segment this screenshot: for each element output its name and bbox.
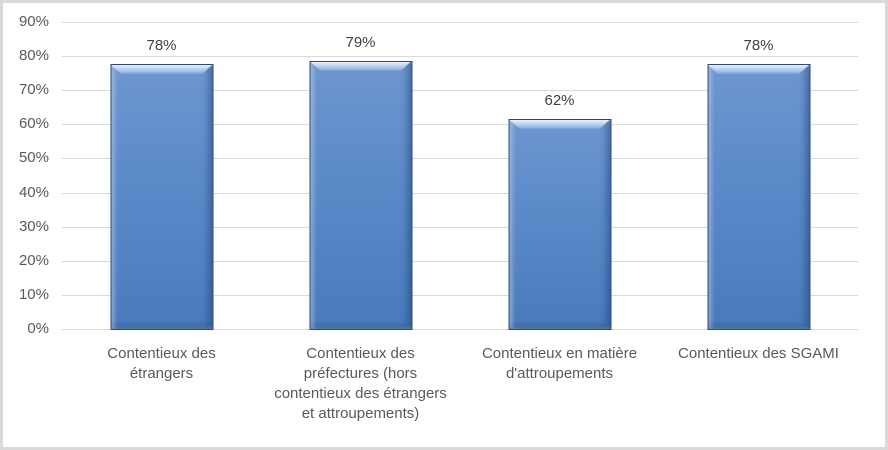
plot-area: 0% 10% 20% 30% 40% 50% 60% 70% 80% 90% 78% 79% 62% 7… bbox=[19, 14, 858, 337]
gridline bbox=[62, 56, 858, 58]
y-axis-tick-label: 80% bbox=[18, 47, 49, 65]
bar-value-label: 62% bbox=[544, 91, 575, 109]
y-axis-tick-label: 10% bbox=[18, 285, 49, 303]
bar bbox=[309, 60, 412, 330]
x-axis-category-label: Contentieux des préfectures (hors contenti… bbox=[274, 345, 447, 422]
bar bbox=[508, 118, 611, 330]
gridline bbox=[62, 294, 858, 296]
gridline bbox=[62, 329, 858, 330]
x-axis-category-label: Contentieux des étrangers bbox=[107, 345, 216, 382]
gridline bbox=[62, 90, 858, 92]
y-axis-tick-label: 90% bbox=[18, 13, 49, 30]
gridline bbox=[62, 158, 858, 160]
x-axis-category-label: Contentieux en matière d'attroupements bbox=[481, 345, 638, 382]
bar bbox=[110, 63, 213, 330]
x-axis: Contentieux des étrangers Contentieux des p… bbox=[62, 344, 858, 424]
y-axis-tick-label: 30% bbox=[18, 217, 49, 235]
y-axis-tick-label: 60% bbox=[18, 115, 49, 133]
y-axis-tick-label: 70% bbox=[18, 81, 49, 99]
y-axis-tick-label: 50% bbox=[18, 149, 49, 167]
gridline bbox=[62, 124, 858, 126]
gridline bbox=[62, 192, 858, 194]
bar-value-label: 78% bbox=[743, 36, 774, 54]
gridline bbox=[62, 226, 858, 228]
x-axis-category-label: Contentieux des SGAMI bbox=[678, 345, 839, 362]
y-axis-tick-label: 20% bbox=[18, 251, 49, 269]
gridline bbox=[62, 22, 858, 23]
y-axis-tick-label: 40% bbox=[18, 183, 49, 201]
gridline bbox=[62, 260, 858, 262]
bar-value-label: 79% bbox=[345, 33, 376, 51]
bar-value-label: 78% bbox=[146, 36, 177, 54]
bar bbox=[707, 63, 810, 330]
y-axis-tick-label: 0% bbox=[27, 320, 49, 337]
